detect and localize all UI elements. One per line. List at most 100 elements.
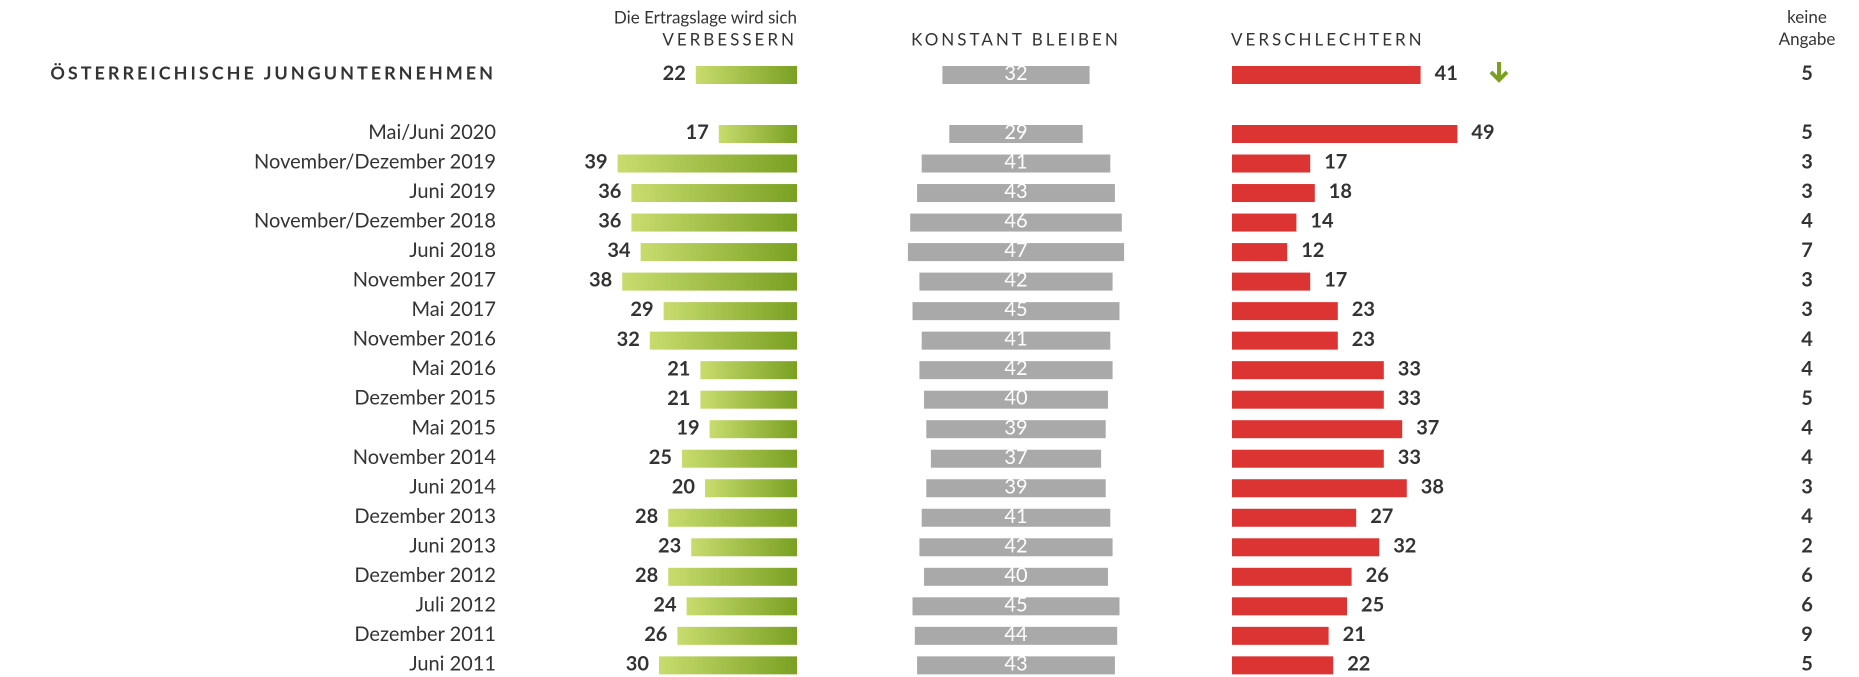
- value-label: 40: [1004, 386, 1027, 410]
- bar-worsen: [1232, 66, 1421, 84]
- bar-worsen: [1232, 420, 1403, 439]
- value-label: 4: [1801, 445, 1813, 469]
- value-label: 28: [635, 563, 658, 587]
- row-label: Juni 2019: [409, 179, 496, 203]
- value-label: 6: [1801, 592, 1813, 616]
- value-label: 33: [1398, 445, 1421, 469]
- bar-improve: [695, 66, 797, 84]
- value-label: 42: [1004, 356, 1027, 380]
- subtitle: Die Ertragslage wird sich: [614, 6, 797, 27]
- bar-constant: [921, 508, 1111, 527]
- value-label: 41: [1004, 150, 1027, 174]
- value-label: 26: [644, 622, 667, 646]
- value-label: 3: [1801, 474, 1813, 498]
- bar-improve: [659, 656, 797, 675]
- value-label: 46: [1004, 209, 1027, 233]
- value-label: 39: [1004, 415, 1027, 439]
- value-label: 20: [672, 474, 696, 498]
- bar-constant: [917, 184, 1115, 203]
- value-label: 27: [1370, 504, 1393, 528]
- row-label: Mai 2017: [411, 297, 496, 321]
- bar-constant: [942, 66, 1090, 84]
- bar-constant: [926, 479, 1106, 498]
- trend-arrow: [1489, 62, 1509, 83]
- bar-worsen: [1232, 656, 1334, 675]
- value-label: 32: [1393, 533, 1416, 557]
- row-label: Dezember 2015: [354, 386, 496, 410]
- row-label: November 2016: [353, 327, 496, 351]
- value-label: 47: [1004, 238, 1027, 262]
- value-label: 4: [1801, 356, 1813, 380]
- value-label: 9: [1801, 622, 1813, 646]
- value-label: 43: [1004, 651, 1027, 675]
- bar-worsen: [1232, 154, 1311, 173]
- bar-constant: [924, 390, 1108, 409]
- value-label: 5: [1801, 120, 1813, 144]
- row-label: November/Dezember 2018: [254, 209, 496, 233]
- value-label: 33: [1398, 386, 1421, 410]
- value-label: 18: [1329, 179, 1352, 203]
- value-label: 12: [1301, 238, 1324, 262]
- bar-worsen: [1232, 213, 1297, 232]
- bar-improve: [631, 184, 797, 203]
- row-label: Mai/Juni 2020: [368, 120, 496, 144]
- value-label: 42: [1004, 533, 1027, 557]
- value-label: 43: [1004, 179, 1027, 203]
- bar-worsen: [1232, 567, 1352, 586]
- value-label: 17: [1324, 150, 1347, 174]
- bar-improve: [631, 213, 797, 232]
- value-label: 41: [1004, 504, 1027, 528]
- value-label: 38: [589, 268, 612, 292]
- bar-improve: [705, 479, 797, 498]
- bar-improve: [640, 243, 797, 262]
- bar-worsen: [1232, 390, 1384, 409]
- bar-constant: [949, 125, 1083, 143]
- value-label: 21: [667, 356, 690, 380]
- bar-constant: [926, 420, 1106, 439]
- value-label: 30: [626, 651, 650, 675]
- value-label: 5: [1801, 61, 1813, 85]
- value-label: 32: [617, 327, 640, 351]
- bar-worsen: [1232, 626, 1329, 645]
- value-label: 22: [663, 61, 686, 85]
- bar-improve: [663, 302, 797, 321]
- row-label: Dezember 2013: [354, 504, 496, 528]
- value-label: 45: [1004, 297, 1027, 321]
- series-header: VERBESSERN: [662, 28, 797, 49]
- value-label: 36: [598, 209, 621, 233]
- bar-worsen: [1232, 184, 1315, 203]
- bar-improve: [700, 361, 797, 380]
- bar-improve: [718, 125, 797, 143]
- value-label: 33: [1398, 356, 1421, 380]
- value-label: 17: [686, 120, 709, 144]
- value-label: 44: [1004, 622, 1028, 646]
- series-header: KONSTANT BLEIBEN: [911, 28, 1121, 49]
- value-label: 4: [1801, 209, 1813, 233]
- bar-constant: [919, 272, 1113, 291]
- value-label: 6: [1801, 563, 1813, 587]
- value-label: 5: [1801, 386, 1813, 410]
- bar-worsen: [1232, 479, 1407, 498]
- bar-worsen: [1232, 331, 1338, 350]
- value-label: 2: [1801, 533, 1813, 557]
- row-label: Mai 2015: [411, 415, 496, 439]
- value-label: 17: [1324, 268, 1347, 292]
- value-label: 22: [1347, 651, 1370, 675]
- row-label: Juni 2014: [409, 474, 496, 498]
- value-label: 28: [635, 504, 658, 528]
- bar-constant: [910, 213, 1122, 232]
- value-label: 25: [1361, 592, 1384, 616]
- value-label: 4: [1801, 327, 1813, 351]
- value-label: 41: [1004, 327, 1027, 351]
- value-label: 38: [1421, 474, 1444, 498]
- bar-constant: [919, 538, 1113, 557]
- value-label: 19: [676, 415, 699, 439]
- bar-constant: [924, 567, 1108, 586]
- bar-improve: [649, 331, 797, 350]
- value-label: 14: [1310, 209, 1334, 233]
- value-label: 49: [1471, 120, 1494, 144]
- value-label: 37: [1416, 415, 1439, 439]
- value-label: 3: [1801, 179, 1813, 203]
- value-label: 4: [1801, 415, 1813, 439]
